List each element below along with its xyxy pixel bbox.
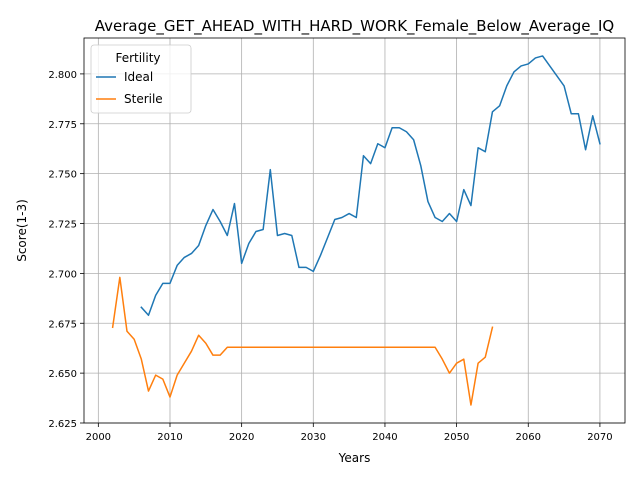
series-line-ideal	[140, 55, 601, 317]
x-tick-label: 2050	[444, 432, 469, 443]
y-tick-label: 2.625	[48, 419, 77, 430]
plot-frame	[83, 37, 626, 424]
y-tick-label: 2.750	[48, 170, 77, 181]
x-tick-label: 2030	[301, 432, 326, 443]
axis-ticks: 2000 2010 2020 2030 2040 2050 2060 2070 2.625 2.6…	[48, 70, 612, 443]
x-axis-label: Years	[338, 451, 371, 465]
y-tick-label: 2.700	[48, 269, 77, 280]
legend-label-sterile: Sterile	[124, 92, 163, 106]
series-line-sterile	[111, 276, 494, 406]
y-tick-label: 2.725	[48, 220, 77, 231]
y-tick-label: 2.650	[48, 369, 77, 380]
series-lines	[111, 55, 601, 406]
x-tick-label: 2000	[86, 432, 111, 443]
x-tick-label: 2010	[157, 432, 182, 443]
chart-title: Average_GET_AHEAD_WITH_HARD_WORK_Female_…	[95, 17, 615, 36]
x-tick-label: 2060	[516, 432, 541, 443]
y-tick-label: 2.675	[48, 319, 77, 330]
x-tick-label: 2040	[372, 432, 397, 443]
y-tick-label: 2.800	[48, 70, 77, 81]
legend-label-ideal: Ideal	[124, 70, 153, 84]
y-tick-label: 2.775	[48, 120, 77, 131]
x-tick-label: 2070	[587, 432, 612, 443]
legend-title: Fertility	[115, 51, 160, 65]
x-tick-label: 2020	[229, 432, 254, 443]
y-axis-label: Score(1-3)	[15, 199, 29, 262]
legend-box	[90, 44, 192, 114]
legend: Fertility Ideal Sterile	[90, 44, 192, 114]
